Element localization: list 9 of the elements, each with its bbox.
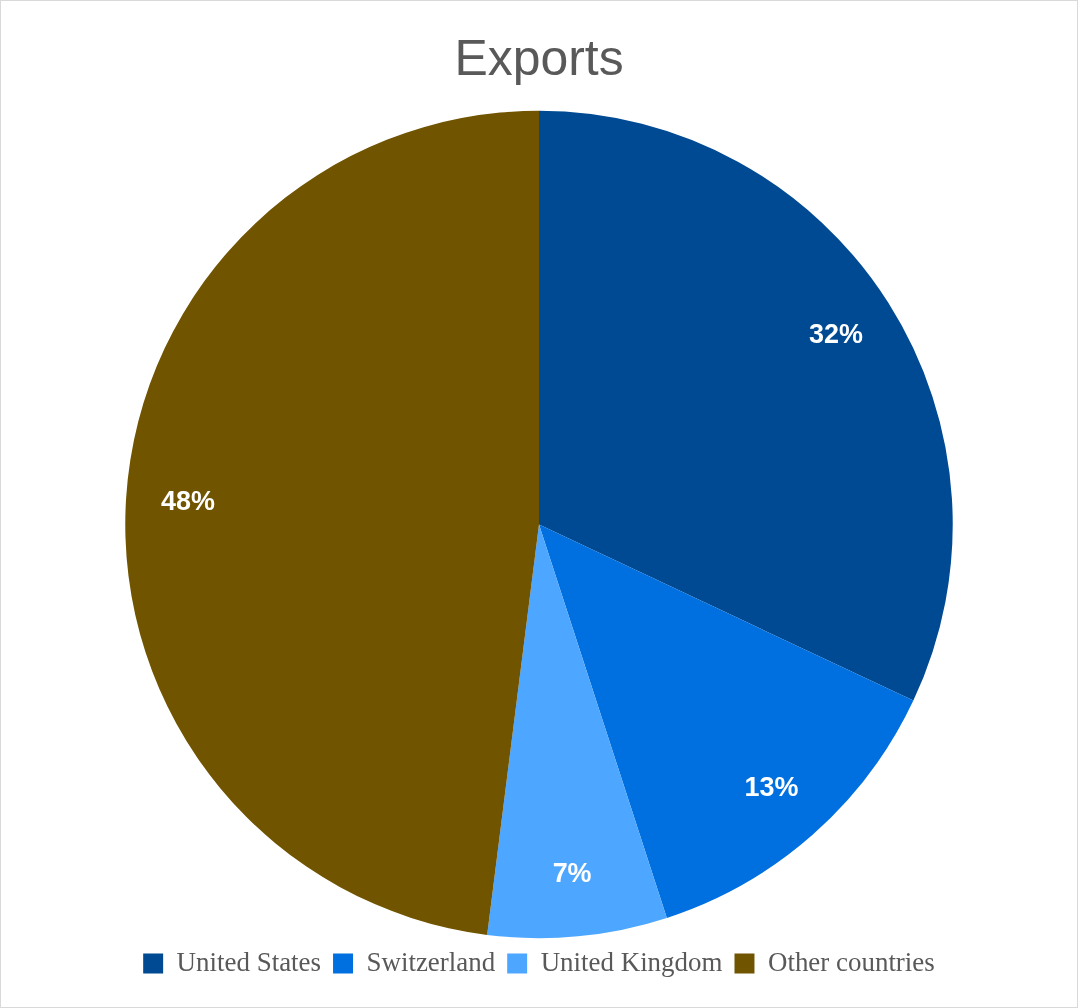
legend-label: United Kingdom xyxy=(540,946,723,977)
chart-title: Exports xyxy=(454,29,624,86)
data-label: 48% xyxy=(161,485,216,516)
legend-label: United States xyxy=(176,946,322,977)
data-label: 7% xyxy=(552,857,592,888)
data-label: 13% xyxy=(744,771,799,802)
legend-label: Switzerland xyxy=(366,946,496,977)
legend-label: Other countries xyxy=(767,946,935,977)
data-label: 32% xyxy=(808,319,863,350)
